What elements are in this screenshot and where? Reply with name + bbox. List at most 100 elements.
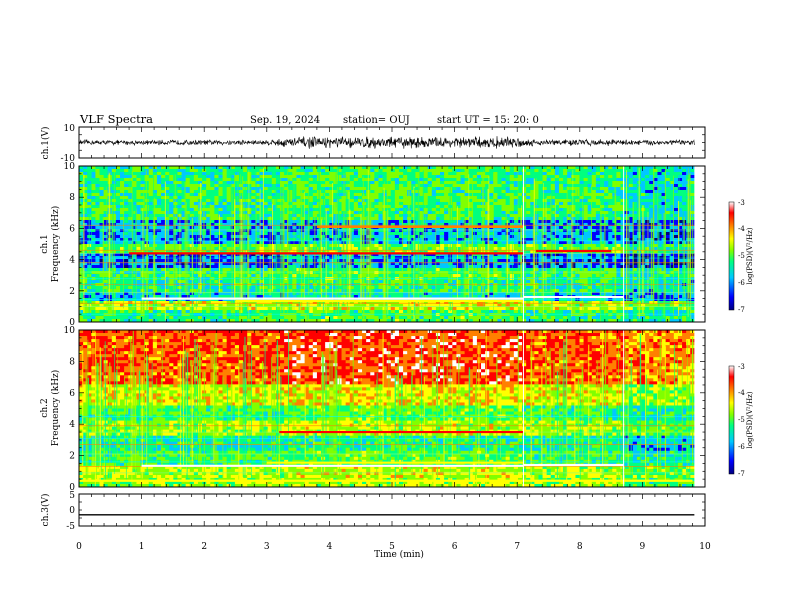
spectrogram-cell <box>312 184 318 188</box>
spectrogram-cell <box>161 190 166 194</box>
spectrogram-cell <box>83 190 88 194</box>
spectrogram-cell <box>333 190 338 194</box>
spectrogram-cell <box>161 286 166 290</box>
spectrogram-cell <box>234 274 240 278</box>
spectrogram-cell <box>206 316 211 320</box>
spectrogram-cell <box>423 262 429 266</box>
spectrogram-cell <box>337 265 342 269</box>
spectrogram-cell <box>115 274 121 278</box>
spectrogram-cell <box>136 253 141 257</box>
spectrogram-cell <box>427 250 433 254</box>
y-tick-label: -10 <box>61 154 76 164</box>
spectrogram-cell <box>136 247 141 251</box>
spectrogram-cell <box>398 187 404 191</box>
spectrogram-cell <box>275 313 281 317</box>
spectrogram-cell <box>202 310 207 314</box>
spectrogram-cell <box>452 274 457 278</box>
spectrogram-cell <box>197 178 203 182</box>
spectrogram-cell <box>206 214 211 218</box>
spectrogram-cell <box>312 190 318 194</box>
spectrogram-cell <box>284 241 289 245</box>
spectrogram-cell <box>456 292 461 296</box>
spectrogram-cell <box>370 295 375 299</box>
spectrogram-cell <box>370 241 375 245</box>
spectrogram-cell <box>103 235 109 239</box>
spectrogram-cell <box>115 295 121 299</box>
spectrogram-cell <box>95 226 100 230</box>
spectrogram-cell <box>173 316 178 320</box>
spectrogram-cell <box>120 295 125 299</box>
spectrogram-cell <box>431 310 437 314</box>
spectrogram-cell <box>169 187 174 191</box>
spectrogram-cell <box>271 289 277 293</box>
spectrogram-cell <box>378 220 383 224</box>
spectrogram-cell <box>206 265 211 269</box>
spectrogram-cell <box>87 190 92 194</box>
spectrogram-cell <box>189 169 195 173</box>
spectrogram-cell <box>464 247 470 251</box>
spectrogram-cell <box>124 232 129 236</box>
spectrogram-cell <box>185 196 191 200</box>
spectrogram-cell <box>226 268 232 272</box>
spectrogram-cell <box>288 193 293 197</box>
spectrogram-cell <box>333 265 338 269</box>
spectrogram-cell <box>271 271 277 275</box>
spectrogram-cell <box>440 310 445 314</box>
spectrogram-cell <box>169 286 174 290</box>
spectrogram-cell <box>312 313 318 317</box>
spectrogram-cell <box>222 277 228 281</box>
spectrogram-cell <box>87 316 92 320</box>
spectrogram-cell <box>189 211 195 215</box>
spectrogram-cell <box>333 187 338 191</box>
spectrogram-cell <box>357 232 363 236</box>
spectrogram-cell <box>444 277 449 281</box>
spectrogram-cell <box>378 202 383 206</box>
spectrogram-cell <box>415 316 420 320</box>
spectrogram-cell <box>79 169 84 173</box>
spectrogram-cell <box>403 187 408 191</box>
spectrogram-cell <box>124 313 129 317</box>
spectrogram-cell <box>275 190 281 194</box>
spectrogram-cell <box>197 316 203 320</box>
spectrogram-cell <box>115 187 121 191</box>
spectrogram-cell <box>124 289 129 293</box>
spectrogram-cell <box>456 274 461 278</box>
spectrogram-cell <box>161 268 166 272</box>
spectrogram-cell <box>247 175 252 179</box>
spectrogram-cell <box>230 166 236 170</box>
spectrogram-cell <box>148 175 154 179</box>
spectrogram-cell <box>444 286 449 290</box>
spectrogram-cell <box>234 172 240 176</box>
spectrogram-cell <box>300 244 306 248</box>
spectrogram-cell <box>83 310 88 314</box>
spectrogram-cell <box>370 250 375 254</box>
spectrogram-cell <box>390 286 396 290</box>
spectrogram-cell <box>284 166 289 170</box>
spectrogram-cell <box>308 250 314 254</box>
spectrogram-cell <box>230 172 236 176</box>
spectrogram-cell <box>161 223 166 227</box>
spectrogram-cell <box>419 211 424 215</box>
spectrogram-cell <box>115 262 121 266</box>
spectrogram-cell <box>128 184 133 188</box>
spectrogram-cell <box>440 265 445 269</box>
spectrogram-cell <box>263 289 269 293</box>
spectrogram-cell <box>357 247 363 251</box>
spectrogram-cell <box>103 259 109 263</box>
spectrogram-cell <box>304 190 310 194</box>
spectrogram-cell <box>452 211 457 215</box>
spectrogram-cell <box>423 211 429 215</box>
spectrogram-cell <box>464 196 470 200</box>
spectrogram-cell <box>161 169 166 173</box>
spectrogram-cell <box>169 310 174 314</box>
spectrogram-cell <box>161 292 166 296</box>
spectrogram-cell <box>193 196 199 200</box>
spectrogram-cell <box>132 178 137 182</box>
spectrogram-cell <box>128 316 133 320</box>
spectrogram-cell <box>271 277 277 281</box>
spectrogram-cell <box>316 295 322 299</box>
spectrogram-cell <box>156 181 162 185</box>
spectrogram-cell <box>403 286 408 290</box>
spectrogram-cell <box>226 178 232 182</box>
